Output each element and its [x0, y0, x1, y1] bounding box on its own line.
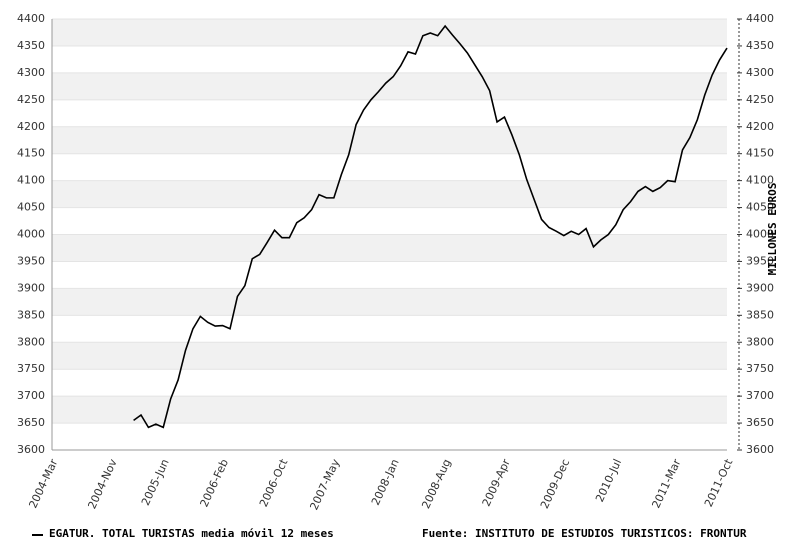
- band: [52, 126, 727, 154]
- y2-tick-label: 4200: [746, 120, 774, 133]
- y-tick-label: 4000: [17, 228, 45, 241]
- y-tick-label: 3600: [17, 443, 45, 456]
- y-tick-label: 4250: [17, 93, 45, 106]
- y2-tick-label: 3900: [746, 281, 774, 294]
- x-tick-label: 2011-Mar: [649, 457, 683, 511]
- x-tick-label: 2005-Jun: [139, 457, 172, 508]
- x-tick-label: 2009-Dec: [538, 457, 572, 511]
- band: [52, 396, 727, 424]
- band: [52, 72, 727, 100]
- band: [52, 19, 727, 46]
- y2-tick-label: 4400: [746, 12, 774, 25]
- y2-tick-label: 4150: [746, 147, 774, 160]
- x-tick-label: 2006-Oct: [257, 456, 291, 509]
- y-tick-label: 4200: [17, 120, 45, 133]
- y2-tick-label: 3850: [746, 308, 774, 321]
- line: [133, 24, 728, 429]
- y2-tick-label: 4100: [746, 174, 774, 187]
- x-tick-label: 2008-Jan: [369, 457, 402, 507]
- x-tick-label: 2006-Feb: [198, 457, 232, 509]
- band: [52, 288, 727, 316]
- y2-tick-label: 4250: [746, 93, 774, 106]
- y2-tick-label: 4000: [746, 228, 774, 241]
- x-tick-label: 2008-Aug: [419, 457, 453, 511]
- x-tick-label: 2004-Nov: [85, 457, 120, 511]
- y2-tick-label: 3800: [746, 335, 774, 348]
- band: [52, 342, 727, 370]
- y-tick-label: 3750: [17, 362, 45, 375]
- y-tick-label: 4300: [17, 66, 45, 79]
- y-tick-label: 3650: [17, 416, 45, 429]
- y-tick-label: 3900: [17, 281, 45, 294]
- x-tick-label: 2010-Jul: [593, 457, 624, 504]
- y-tick-label: 4050: [17, 201, 45, 214]
- x-tick-label: 2009-Apr: [480, 457, 513, 509]
- y-tick-label: 4100: [17, 174, 45, 187]
- band: [52, 234, 727, 262]
- y-tick-label: 3850: [17, 308, 45, 321]
- y-tick-label: 4150: [17, 147, 45, 160]
- y2-tick-label: 3950: [746, 254, 774, 267]
- x-tick-label: 2007-May: [307, 457, 342, 513]
- y2-tick-label: 4350: [746, 39, 774, 52]
- y2-tick-label: 4300: [746, 66, 774, 79]
- y-tick-label: 3700: [17, 389, 45, 402]
- y-tick-label: 4400: [17, 12, 45, 25]
- x-tick-label: 2004-Mar: [26, 457, 60, 511]
- y2-tick-label: 3600: [746, 443, 774, 456]
- y-tick-label: 4350: [17, 39, 45, 52]
- y2-axis-label: MILLONES EUROS: [766, 183, 779, 276]
- y-tick-label: 3800: [17, 335, 45, 348]
- legend-label: EGATUR. TOTAL TURISTAS media móvil 12 me…: [49, 527, 334, 540]
- band: [52, 180, 727, 208]
- y2-tick-label: 3650: [746, 416, 774, 429]
- source: Fuente: INSTITUTO DE ESTUDIOS TURISTICOS…: [422, 527, 747, 540]
- y2-tick-label: 4050: [746, 201, 774, 214]
- y2-tick-label: 3750: [746, 362, 774, 375]
- y2-tick-label: 3700: [746, 389, 774, 402]
- x-tick-label: 2011-Oct: [702, 456, 736, 509]
- y-tick-label: 3950: [17, 254, 45, 267]
